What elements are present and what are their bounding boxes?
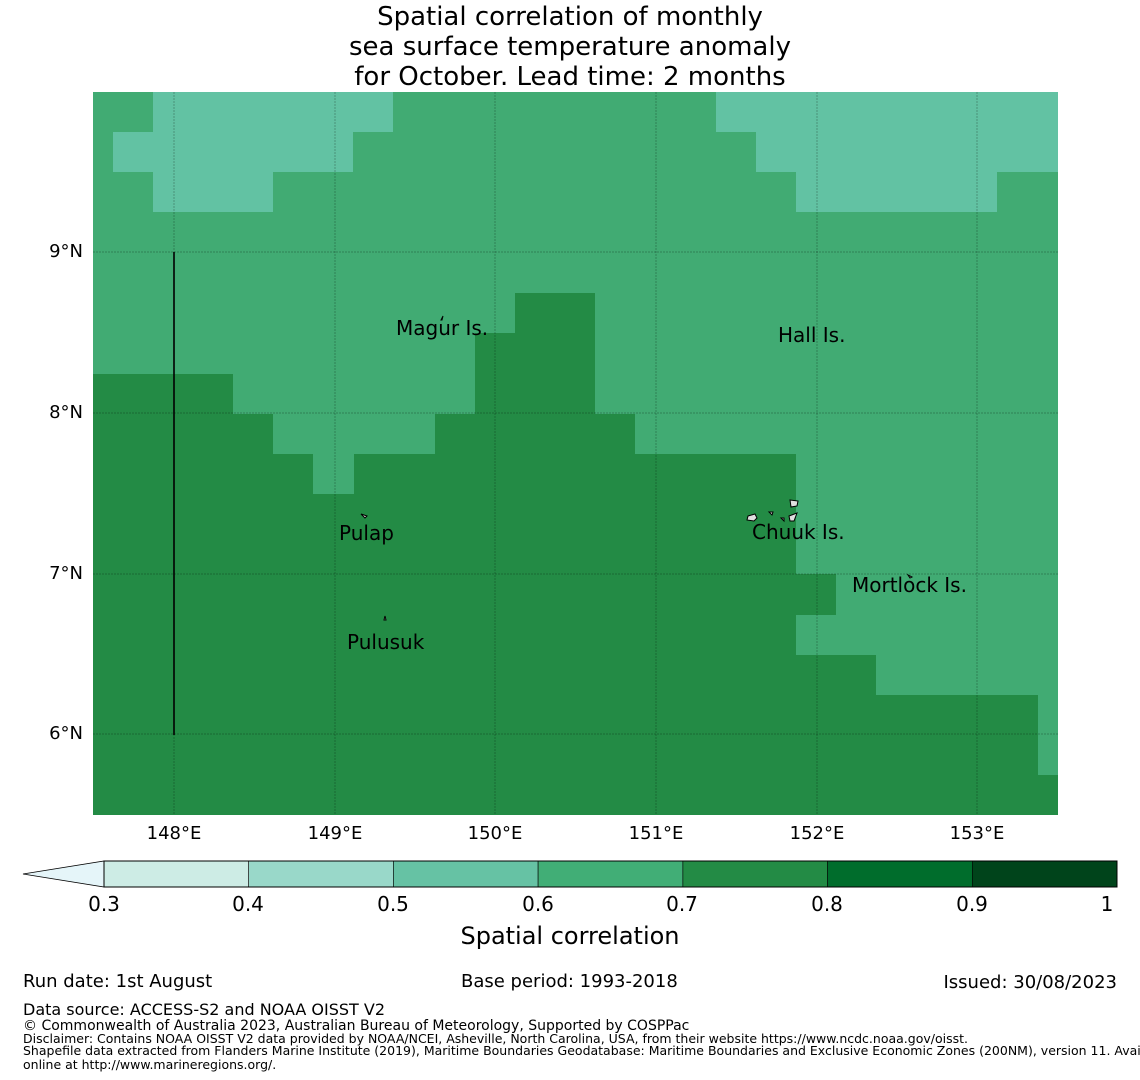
pulusuk-island xyxy=(383,615,387,621)
chuuk-island-1 xyxy=(746,513,758,522)
colorbar-segment-0.4 xyxy=(248,860,394,888)
colorbar-segment-0.6 xyxy=(537,860,684,888)
place-chuuk: Chuuk Is. xyxy=(752,520,845,544)
colorbar-segments xyxy=(103,860,1118,888)
data-source: Data source: ACCESS-S2 and NOAA OISST V2 xyxy=(23,1000,386,1019)
colorbar-tick-0.9: 0.9 xyxy=(956,892,988,916)
region-corr-05-06-west xyxy=(113,92,393,212)
colorbar-tick-0.6: 0.6 xyxy=(522,892,554,916)
lon-label-151e: 151°E xyxy=(628,823,684,844)
chuuk-island-4 xyxy=(788,512,798,522)
colorbar-under-arrow xyxy=(22,860,105,888)
lat-label-8n: 8°N xyxy=(49,402,83,423)
lat-label-9n: 9°N xyxy=(49,241,83,262)
place-mortlock: Mortlock Is. xyxy=(852,573,967,597)
region-corr-05-06-east xyxy=(716,92,1058,212)
lon-label-150e: 150°E xyxy=(467,823,523,844)
chart-title: Spatial correlation of monthly sea surfa… xyxy=(0,2,1140,92)
colorbar-tick-0.7: 0.7 xyxy=(666,892,698,916)
region-corr-07-08-south xyxy=(93,293,1058,815)
title-line-3: for October. Lead time: 2 months xyxy=(354,62,786,92)
colorbar xyxy=(22,860,1118,888)
place-pulap: Pulap xyxy=(339,521,394,545)
colorbar-tick-0.8: 0.8 xyxy=(811,892,843,916)
lon-label-153e: 153°E xyxy=(949,823,1005,844)
magur-island xyxy=(440,315,444,321)
title-line-2: sea surface temperature anomaly xyxy=(349,32,791,62)
islands xyxy=(360,315,914,621)
colorbar-tick-0.3: 0.3 xyxy=(88,892,120,916)
copyright: © Commonwealth of Australia 2023, Austra… xyxy=(23,1018,690,1034)
base-period: Base period: 1993-2018 xyxy=(461,971,678,992)
colorbar-segment-0.5 xyxy=(393,860,539,888)
title-line-1: Spatial correlation of monthly xyxy=(377,2,763,32)
correlation-map[interactable] xyxy=(93,92,1058,815)
map-canvas xyxy=(93,92,1058,815)
chuuk-island-2 xyxy=(789,499,799,508)
chuuk-island-5 xyxy=(779,517,785,523)
lat-label-7n: 7°N xyxy=(49,563,83,584)
pulap-island xyxy=(360,513,368,519)
mortlock-island xyxy=(906,573,914,579)
lon-label-152e: 152°E xyxy=(789,823,845,844)
colorbar-segment-0.8 xyxy=(827,860,973,888)
colorbar-title: Spatial correlation xyxy=(460,922,680,950)
colorbar-tick-0.5: 0.5 xyxy=(377,892,409,916)
chuuk-island-3 xyxy=(767,511,774,516)
lat-label-6n: 6°N xyxy=(49,723,83,744)
shapefile-credit-line-2: online at http://www.marineregions.org/. xyxy=(23,1057,277,1072)
lon-label-149e: 149°E xyxy=(307,823,363,844)
disclaimer: Disclaimer: Contains NOAA OISST V2 data … xyxy=(23,1031,968,1046)
shapefile-credit-line-1: Shapefile data extracted from Flanders M… xyxy=(23,1043,1140,1058)
colorbar-tick-1: 1 xyxy=(1100,892,1114,916)
run-date: Run date: 1st August xyxy=(23,971,213,992)
place-hall: Hall Is. xyxy=(778,323,846,347)
place-pulusuk: Pulusuk xyxy=(347,630,425,654)
lon-label-148e: 148°E xyxy=(146,823,202,844)
issued-date: Issued: 30/08/2023 xyxy=(943,972,1117,993)
colorbar-tick-0.4: 0.4 xyxy=(232,892,264,916)
colorbar-segment-0.9 xyxy=(971,860,1118,888)
place-magur: Magur Is. xyxy=(396,316,489,340)
colorbar-segment-0.3 xyxy=(103,860,249,888)
colorbar-segment-0.7 xyxy=(682,860,828,888)
